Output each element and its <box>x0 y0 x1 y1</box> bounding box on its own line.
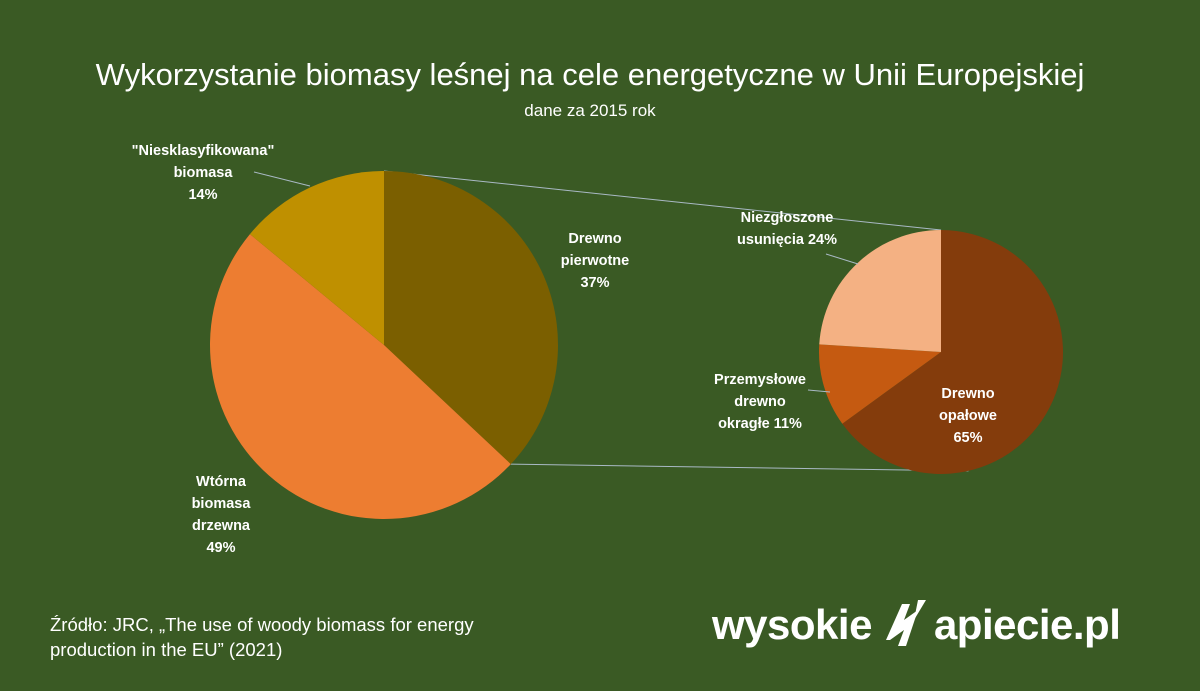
connector-bottom <box>510 463 969 472</box>
label-line: Drewno <box>568 231 621 247</box>
lightning-n-icon <box>874 596 932 654</box>
label-drewno-opa-owe: Drewno opałowe 65% <box>939 386 997 446</box>
label-wto-rna-biomasa-drzewna: Wtórna biomasa drzewna 49% <box>192 474 252 556</box>
label-line: 14% <box>188 187 217 203</box>
label-line: drewno <box>734 394 786 410</box>
label-line: pierwotne <box>561 253 629 269</box>
slice-niezg-oszone-usunie-cia <box>819 230 941 352</box>
label-line: opałowe <box>939 408 997 424</box>
label-line: drzewna <box>192 518 251 534</box>
main-pie <box>210 171 558 519</box>
label-line: 65% <box>953 430 982 446</box>
label-line: Przemysłowe <box>714 372 806 388</box>
chart-subtitle: dane za 2015 rok <box>524 101 656 120</box>
label-line: Drewno <box>941 386 994 402</box>
label-przemys-owe-drewno-okrag-e: Przemysłowe drewno okragłe 11% <box>714 372 806 432</box>
connector-top <box>383 170 942 231</box>
source-note: Źródło: JRC, „The use of woody biomass f… <box>50 614 474 660</box>
label-line: usunięcia 24% <box>737 232 837 248</box>
label-niezg-oszone-usunie-cia: Niezgłoszone usunięcia 24% <box>737 210 837 248</box>
label-line: 49% <box>206 540 235 556</box>
leader-przemyslowe <box>807 389 831 393</box>
leader-niesklasyfikowana <box>253 171 311 187</box>
chart-title: Wykorzystanie biomasy leśnej na cele ene… <box>96 57 1085 92</box>
leader-niezgloszone <box>825 253 859 265</box>
logo-text-right: apiecie.pl <box>933 601 1121 648</box>
slice-przemys-owe-drewno-okrag-e <box>819 344 941 424</box>
label-line: biomasa <box>192 496 252 512</box>
breakdown-pie <box>819 229 1063 475</box>
label-line: Wtórna <box>196 474 247 490</box>
label-drewno-pierwotne: Drewno pierwotne 37% <box>561 231 629 291</box>
logo-text-left: wysokie <box>712 601 872 648</box>
slice-drewno-opa-owe <box>842 229 1063 475</box>
label-line: Niezgłoszone <box>741 210 834 226</box>
slice-wto-rna-biomasa-drzewna <box>210 234 511 519</box>
label-line: "Niesklasyfikowana" <box>132 143 275 159</box>
label-line: okragłe 11% <box>718 416 802 432</box>
slice-drewno-pierwotne <box>384 171 558 465</box>
label-line: 37% <box>580 275 609 291</box>
slice-niesklasyfikowana-biomasa <box>249 171 384 345</box>
label-line: biomasa <box>174 165 234 181</box>
label-niesklasyfikowana-biomasa: "Niesklasyfikowana" biomasa 14% <box>132 143 275 203</box>
logo: wysokie apiecie.pl <box>712 590 1121 660</box>
